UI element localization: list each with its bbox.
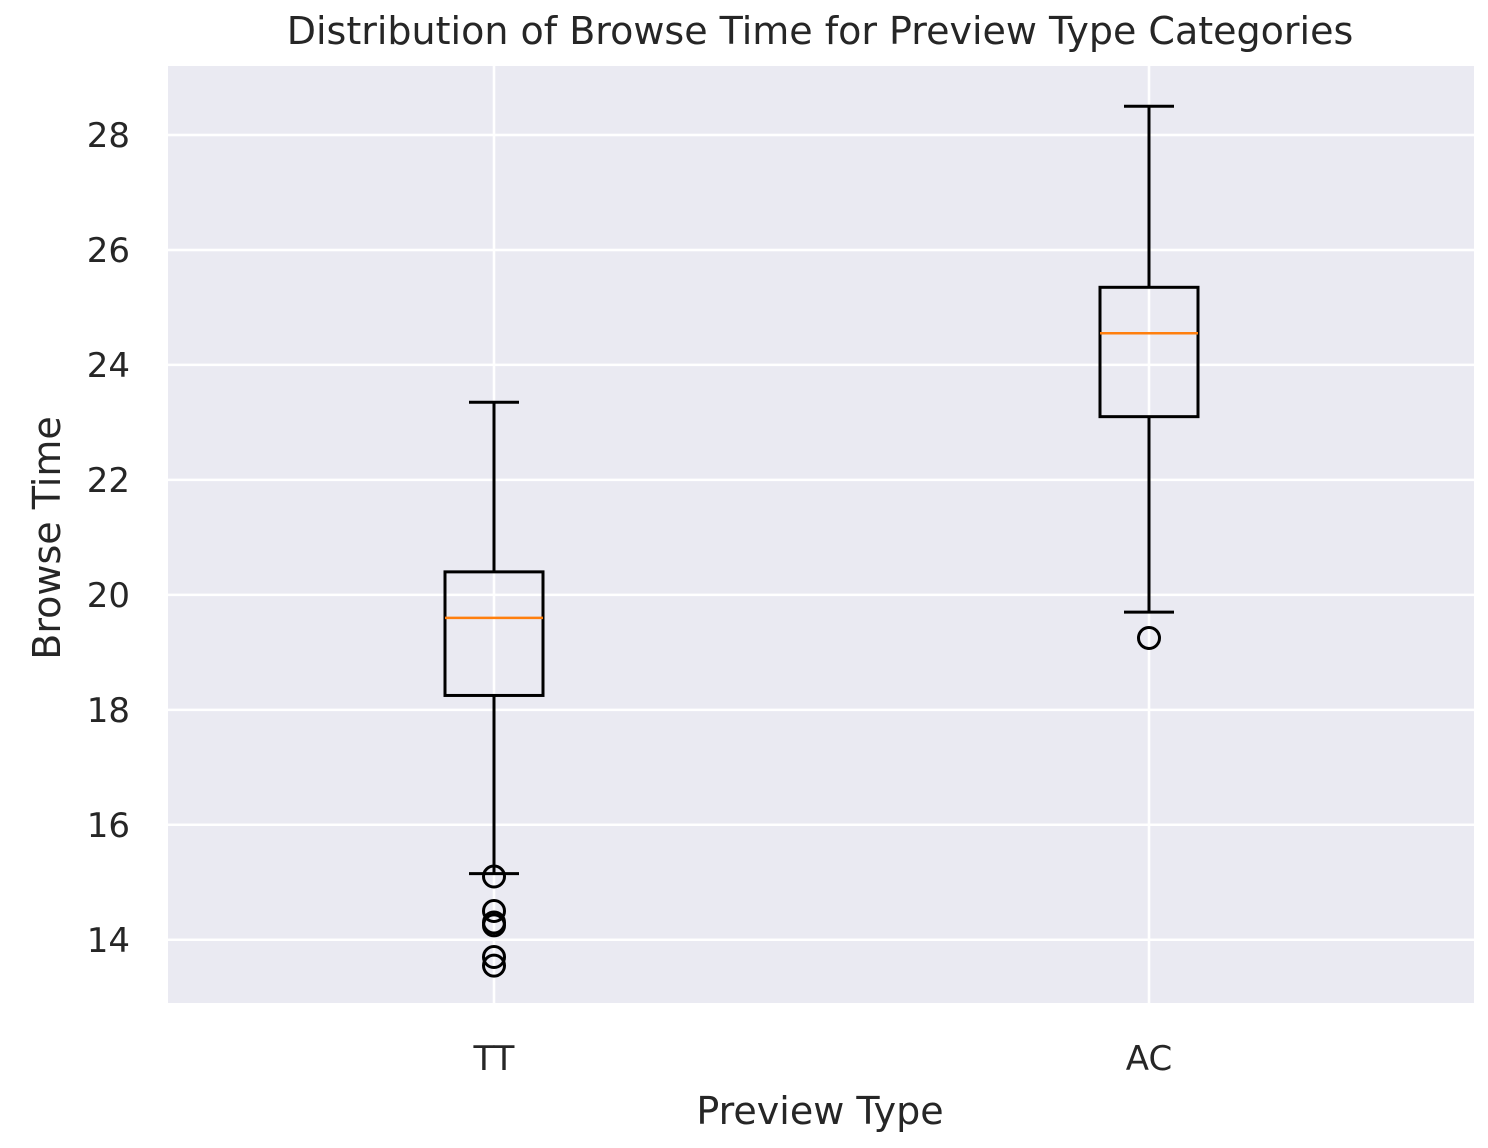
outlier-point bbox=[482, 899, 506, 924]
y-tick-label: 28 bbox=[87, 116, 130, 156]
y-tick-label: 26 bbox=[87, 231, 130, 271]
outlier-point bbox=[482, 945, 506, 970]
box-tt bbox=[443, 400, 545, 978]
y-tick-label: 22 bbox=[87, 461, 130, 501]
plot-area bbox=[168, 66, 1474, 1003]
y-tick-label: 16 bbox=[87, 806, 130, 846]
x-axis-label: Preview Type bbox=[696, 1089, 943, 1133]
y-tick-label: 20 bbox=[87, 576, 130, 616]
y-tick-label: 24 bbox=[87, 346, 130, 386]
box-ac bbox=[1098, 104, 1200, 650]
outlier-point bbox=[1137, 625, 1161, 650]
x-tick-label: TT bbox=[473, 1039, 515, 1079]
y-axis-label: Browse Time bbox=[25, 416, 69, 659]
outlier-point bbox=[482, 913, 506, 938]
y-tick-label: 18 bbox=[87, 691, 130, 731]
tick-layer: 14 16 18 20 22 24 26 28 TT AC bbox=[87, 116, 1172, 1079]
iqr-box bbox=[443, 570, 545, 697]
x-tick-label: AC bbox=[1126, 1039, 1172, 1079]
chart-title: Distribution of Browse Time for Preview … bbox=[287, 9, 1354, 53]
box-layer bbox=[443, 104, 1200, 978]
outlier-point bbox=[482, 864, 506, 889]
y-tick-label: 14 bbox=[87, 921, 130, 961]
outlier-point bbox=[482, 953, 506, 978]
iqr-box bbox=[1098, 285, 1200, 419]
